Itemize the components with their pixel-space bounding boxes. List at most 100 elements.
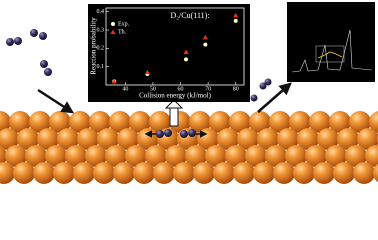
copper-atom (125, 145, 147, 167)
copper-atom (277, 128, 299, 150)
arrows (37, 82, 292, 138)
plot-frame (105, 7, 245, 86)
copper-atom (149, 111, 171, 133)
copper-atom (57, 128, 79, 150)
copper-atom (297, 128, 319, 150)
copper-atom (213, 162, 235, 184)
data-point (203, 42, 208, 47)
copper-atom (289, 111, 311, 133)
copper-atom (29, 111, 51, 133)
copper-atom (269, 111, 291, 133)
copper-atom (97, 128, 119, 150)
copper-atom (49, 111, 71, 133)
copper-atom (77, 128, 99, 150)
copper-atom (349, 111, 371, 133)
x-tick-label: 60 (178, 86, 184, 92)
copper-atom (357, 128, 378, 150)
x-tick-label: 40 (122, 86, 128, 92)
copper-atom (373, 163, 378, 183)
copper-atom (265, 145, 287, 167)
copper-atom (153, 162, 175, 184)
copper-atom (249, 111, 271, 133)
copper-atom (305, 145, 327, 167)
copper-atom (173, 162, 195, 184)
copper-atom (329, 111, 351, 133)
copper-atom (309, 111, 331, 133)
copper-atom (193, 162, 215, 184)
copper-atom (185, 145, 207, 167)
copper-atom (117, 128, 139, 150)
copper-atom (145, 145, 167, 167)
copper-atom (345, 145, 367, 167)
copper-atom (0, 145, 7, 167)
copper-atom (109, 111, 131, 133)
copper-atom (217, 128, 239, 150)
copper-atom (5, 145, 27, 167)
x-tick-label: 50 (150, 86, 156, 92)
copper-atom (253, 162, 275, 184)
copper-atom (0, 111, 11, 133)
copper-atom (9, 111, 31, 133)
y-tick-label: 0.3 (97, 27, 105, 33)
copper-atom (189, 111, 211, 133)
legend-marker (111, 22, 115, 26)
data-point (202, 34, 208, 40)
data-point (183, 49, 189, 54)
chart-title: D₂/Cu(111): (170, 11, 209, 20)
legend-label: Th. (118, 29, 127, 35)
copper-atom (237, 128, 259, 150)
copper-atom (365, 145, 378, 167)
copper-atom (85, 145, 107, 167)
x-tick-label: 80 (233, 86, 239, 92)
copper-atom (0, 128, 19, 150)
copper-atom (233, 162, 255, 184)
copper-atom (369, 111, 378, 133)
copper-atom (105, 145, 127, 167)
copper-atom (273, 162, 295, 184)
copper-atom (33, 162, 55, 184)
copper-atom (353, 162, 375, 184)
y-tick-label: 0.1 (97, 64, 105, 70)
copper-atom (133, 162, 155, 184)
copper-atom (113, 162, 135, 184)
link-arrow (164, 99, 184, 127)
copper-atom (17, 128, 39, 150)
graphic: D₂/Cu(111): Collision energy (kJ/mol) Re… (0, 2, 378, 184)
copper-atom (293, 162, 315, 184)
copper-atom (65, 145, 87, 167)
data-point (144, 69, 150, 75)
copper-atom (317, 128, 339, 150)
copper-atom (225, 145, 247, 167)
legend-label: Exp. (118, 21, 130, 27)
copper-atom (313, 162, 335, 184)
copper-atom (325, 145, 347, 167)
copper-atom (257, 128, 279, 150)
x-tick-label: 70 (205, 86, 211, 92)
chart-background (88, 4, 250, 102)
copper-atom (209, 111, 231, 133)
spectrum-inset (287, 2, 375, 82)
copper-atom (0, 162, 15, 184)
data-point (184, 57, 189, 62)
copper-atom (165, 145, 187, 167)
copper-atom (53, 162, 75, 184)
copper-atom (37, 128, 59, 150)
copper-atom (13, 162, 35, 184)
data-point (233, 18, 238, 23)
y-axis-label: Reaction probability (90, 17, 98, 75)
copper-atom (229, 111, 251, 133)
x-axis-label: Collision energy (kJ/mol) (139, 92, 211, 100)
copper-atom (245, 145, 267, 167)
copper-atom (333, 162, 355, 184)
copper-atom (45, 145, 67, 167)
copper-atom (69, 111, 91, 133)
copper-atom (285, 145, 307, 167)
copper-atom (89, 111, 111, 133)
copper-atom (129, 111, 151, 133)
data-point (111, 78, 117, 84)
molecules (6, 29, 272, 138)
copper-atom (205, 145, 227, 167)
y-tick-label: 0.4 (97, 9, 105, 15)
y-tick-label: 0.2 (97, 46, 105, 52)
copper-atom (93, 162, 115, 184)
